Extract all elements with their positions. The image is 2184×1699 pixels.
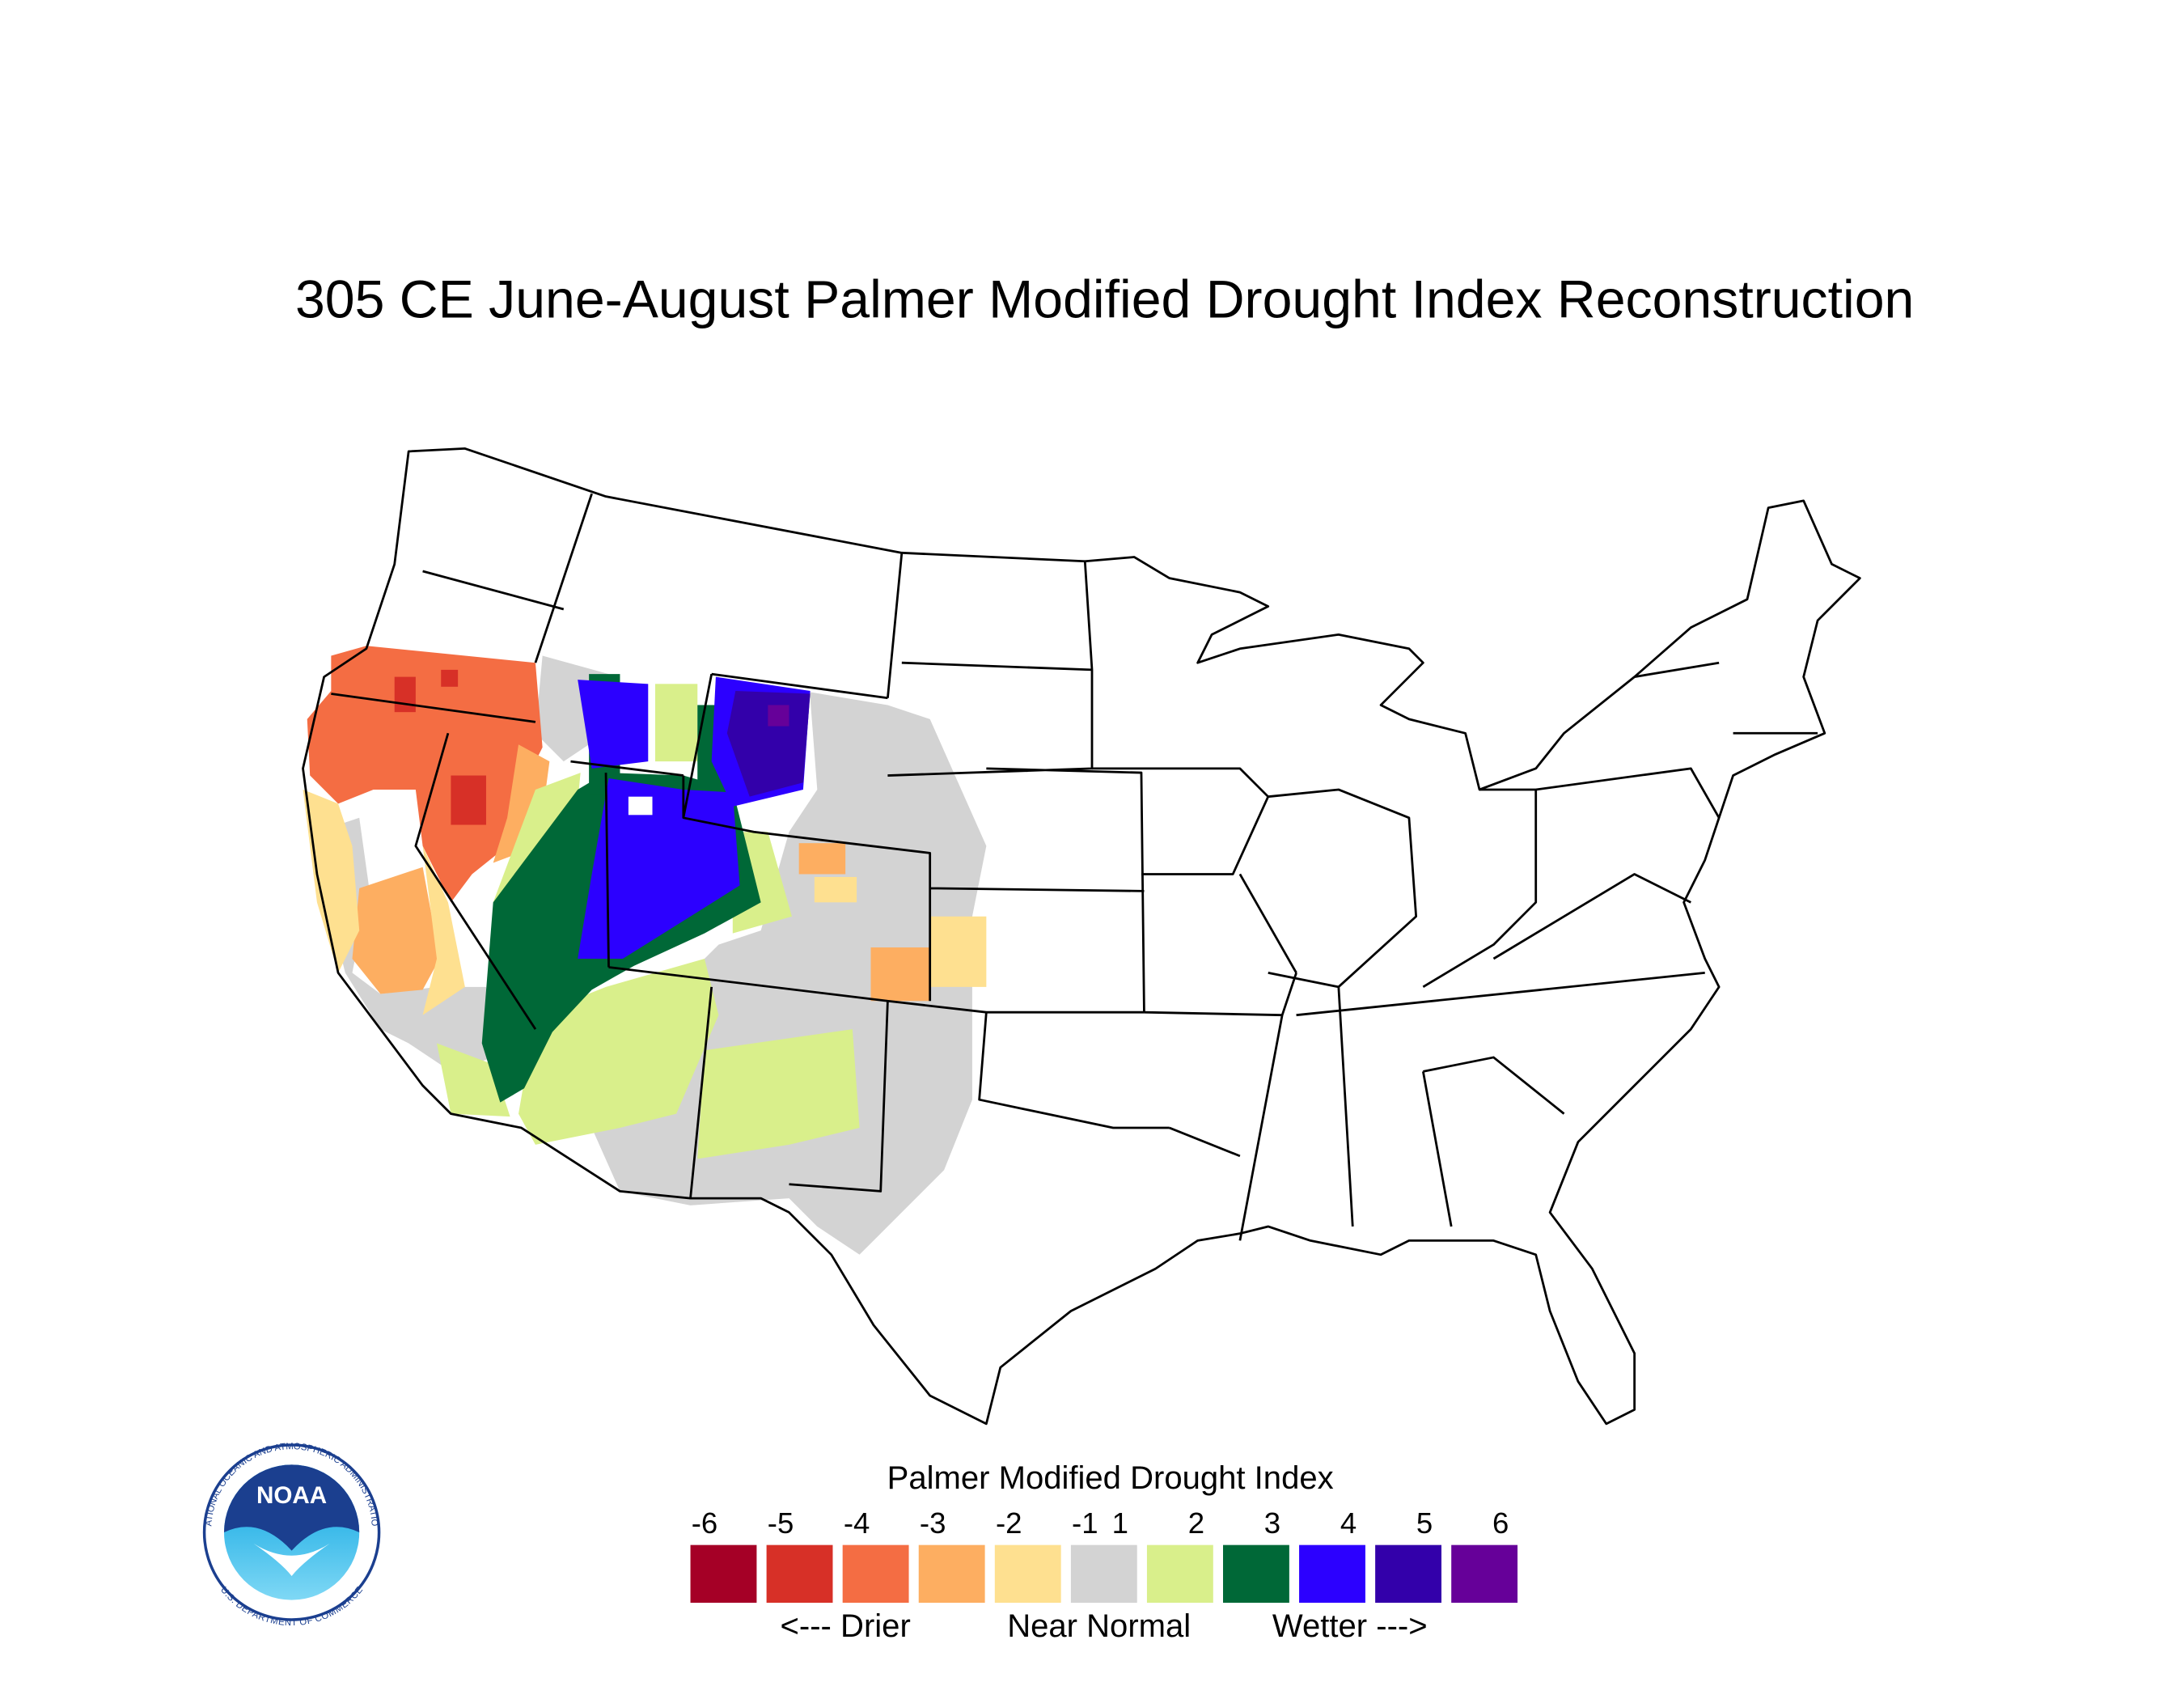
logo-bird — [253, 1543, 330, 1576]
region — [870, 947, 930, 1002]
drought-regions — [303, 646, 987, 1255]
region — [352, 866, 440, 994]
us-outline — [302, 447, 1861, 1426]
region — [798, 843, 846, 875]
legend: Palmer Modified Drought Index <--- Drier… — [690, 1460, 1518, 1644]
legend-swatch — [1223, 1544, 1289, 1604]
legend-swatch — [1070, 1544, 1137, 1604]
legend-swatch — [994, 1544, 1061, 1604]
legend-tick-label: 4 — [1340, 1506, 1357, 1540]
region — [655, 684, 698, 762]
legend-tick-label: -4 — [844, 1506, 870, 1540]
legend-title: Palmer Modified Drought Index — [887, 1460, 1334, 1496]
legend-caption: Near Normal — [1007, 1608, 1191, 1644]
region — [578, 680, 649, 769]
legend-swatch — [918, 1544, 985, 1604]
logo-name: NOAA — [256, 1482, 327, 1509]
logo-top — [223, 1464, 360, 1551]
legend-tick-label: 6 — [1492, 1506, 1509, 1540]
region — [316, 817, 493, 1072]
legend-swatch — [1146, 1544, 1213, 1604]
region — [929, 916, 987, 987]
legend-tick-label: 5 — [1416, 1506, 1433, 1540]
region — [814, 876, 857, 903]
region — [697, 1029, 860, 1159]
region — [303, 789, 360, 973]
region — [394, 676, 416, 713]
state-line — [1092, 661, 1818, 1241]
legend-swatch — [1375, 1544, 1441, 1604]
legend-tick-label: -1 — [1072, 1506, 1098, 1540]
no-data-cell — [628, 796, 653, 816]
region — [768, 705, 789, 727]
legend-swatch — [766, 1544, 833, 1604]
region — [591, 691, 987, 1255]
legend-swatch — [1451, 1544, 1518, 1604]
state-boundaries — [302, 447, 1861, 1426]
legend-tick-label: -3 — [920, 1506, 946, 1540]
legend-tick-label: -2 — [996, 1506, 1022, 1540]
region — [451, 775, 486, 825]
legend-tick-label: 3 — [1264, 1506, 1280, 1540]
region — [441, 669, 459, 687]
legend-caption: Wetter ---> — [1272, 1608, 1428, 1644]
legend-swatch — [1299, 1544, 1365, 1604]
legend-tick-label: -6 — [692, 1506, 718, 1540]
legend-swatch — [842, 1544, 909, 1604]
region — [307, 646, 543, 903]
region — [422, 845, 465, 1015]
region — [578, 778, 740, 959]
legend-tick-label: 2 — [1188, 1506, 1204, 1540]
region — [726, 691, 811, 797]
legend-swatch — [690, 1544, 757, 1604]
legend-tick-label: -5 — [768, 1506, 794, 1540]
title: 305 CE June-August Palmer Modified Droug… — [295, 269, 1914, 329]
legend-tick-label: 1 — [1112, 1506, 1128, 1540]
legend-caption: <--- Drier — [781, 1608, 911, 1644]
region — [437, 1043, 510, 1117]
